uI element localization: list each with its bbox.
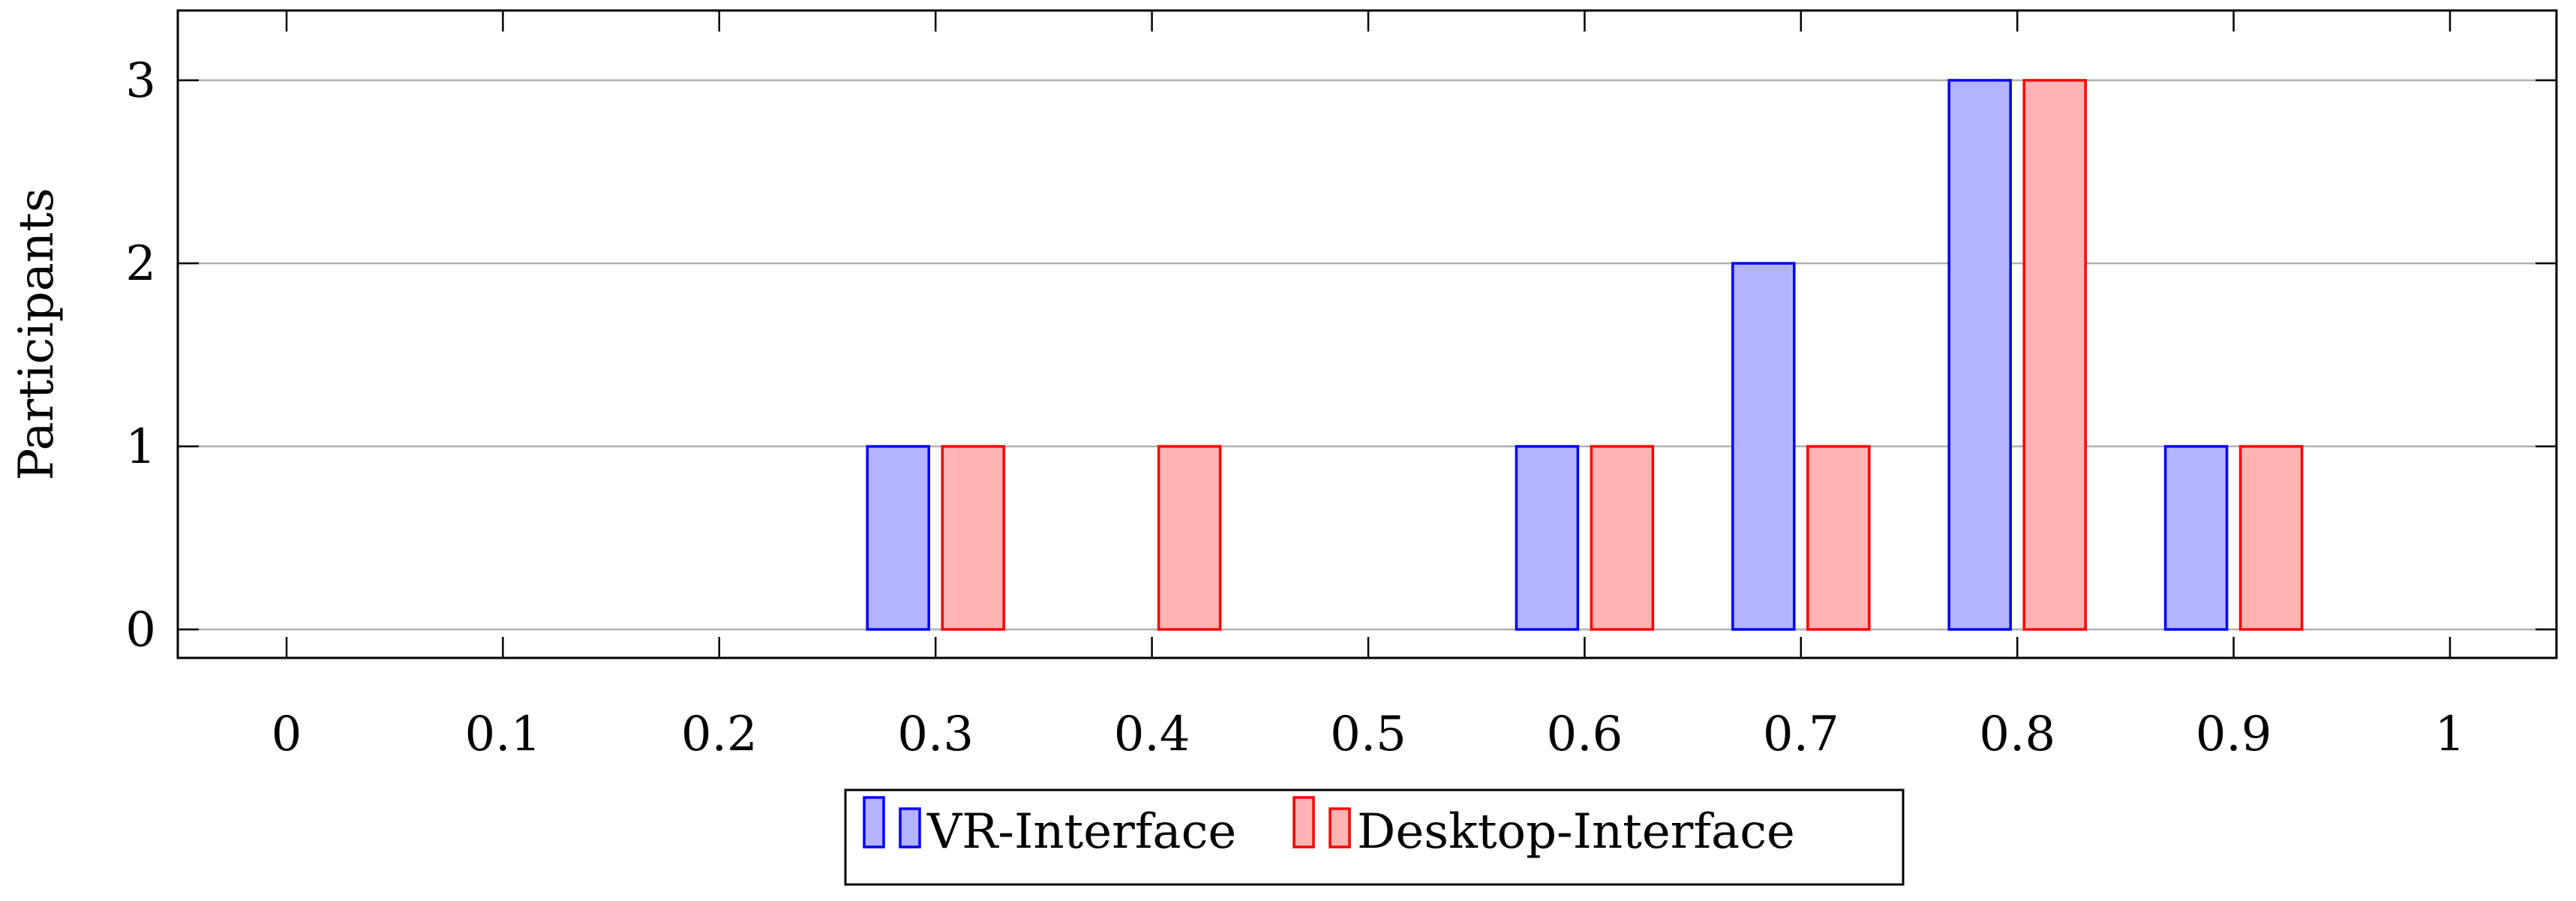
x-tick-label: 0.7 [1763,707,1839,762]
bar-desktop-interface [2022,79,2087,631]
legend-swatch-desktop-interface [1329,807,1351,848]
bar-vr-interface [1731,262,1796,631]
bar-vr-interface [1947,79,2012,631]
bars [866,79,2304,631]
x-tick-label: 0 [272,707,302,762]
tick-labels: 0 1 2 3 0 0.1 0.2 0.3 0.4 0.5 0.6 0.7 0.8 0.9 1 [125,53,2465,762]
x-tick-label: 0.8 [1979,707,2055,762]
bar-desktop-interface [2238,445,2304,631]
x-tick-label: 0.9 [2196,707,2272,762]
legend-swatch-desktop-interface [1293,796,1315,848]
legend-label-vr-interface: VR-Interface [926,804,1236,860]
x-tick-label: 0.1 [465,707,542,762]
legend-items: VR-Interface Desktop-Interface [863,796,1795,860]
x-tick-label: 0.4 [1114,707,1190,762]
plot-frame [176,9,2558,659]
y-tick-label: 2 [125,236,156,292]
y-axis-label: Participants [9,188,65,480]
legend-label-desktop-interface: Desktop-Interface [1357,804,1795,860]
legend: VR-Interface Desktop-Interface [844,788,1905,886]
x-tick-label: 0.5 [1330,707,1407,762]
bar-desktop-interface [941,445,1005,631]
y-tick-label: 0 [125,602,156,658]
grid-lines [178,79,2556,631]
legend-swatch-vr-interface [863,796,885,848]
y-tick-label: 3 [125,53,156,109]
x-tick-label: 1 [2435,707,2466,762]
x-tick-label: 0.6 [1547,707,1623,762]
bar-vr-interface [866,445,930,631]
x-tick-label: 0.3 [897,707,974,762]
bar-desktop-interface [1590,445,1655,631]
axis-ticks [178,11,2556,658]
x-tick-label: 0.2 [681,707,758,762]
bar-desktop-interface [1157,445,1222,631]
legend-swatch-vr-interface [899,807,921,848]
y-tick-label: 1 [125,419,156,475]
legend-box [844,788,1905,886]
bar-vr-interface [2163,445,2229,631]
bar-vr-interface [1515,445,1580,631]
bar-desktop-interface [1806,445,1871,631]
